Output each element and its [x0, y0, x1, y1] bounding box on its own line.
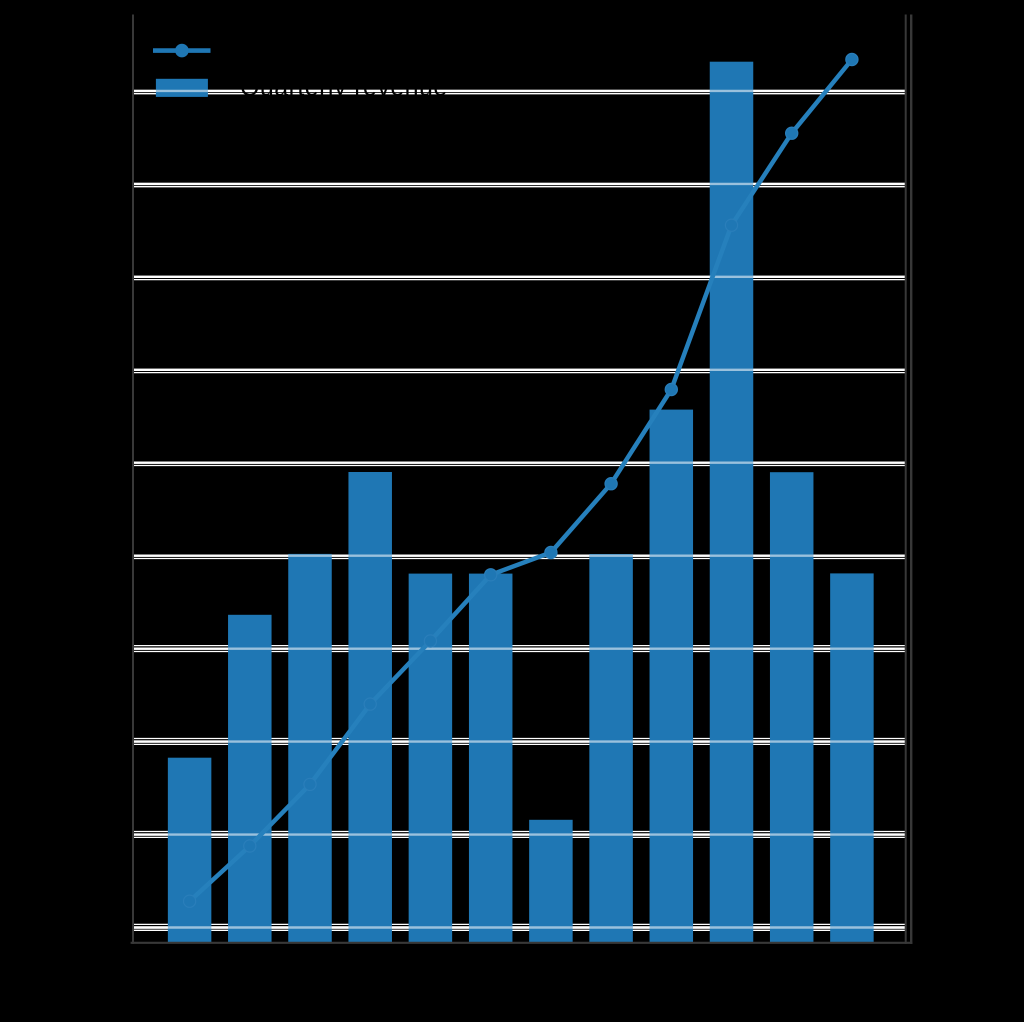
svg-text:Quarterly revenue: Quarterly revenue [240, 74, 448, 102]
svg-text:Cumulative share (%): Cumulative share (%) [240, 37, 489, 65]
